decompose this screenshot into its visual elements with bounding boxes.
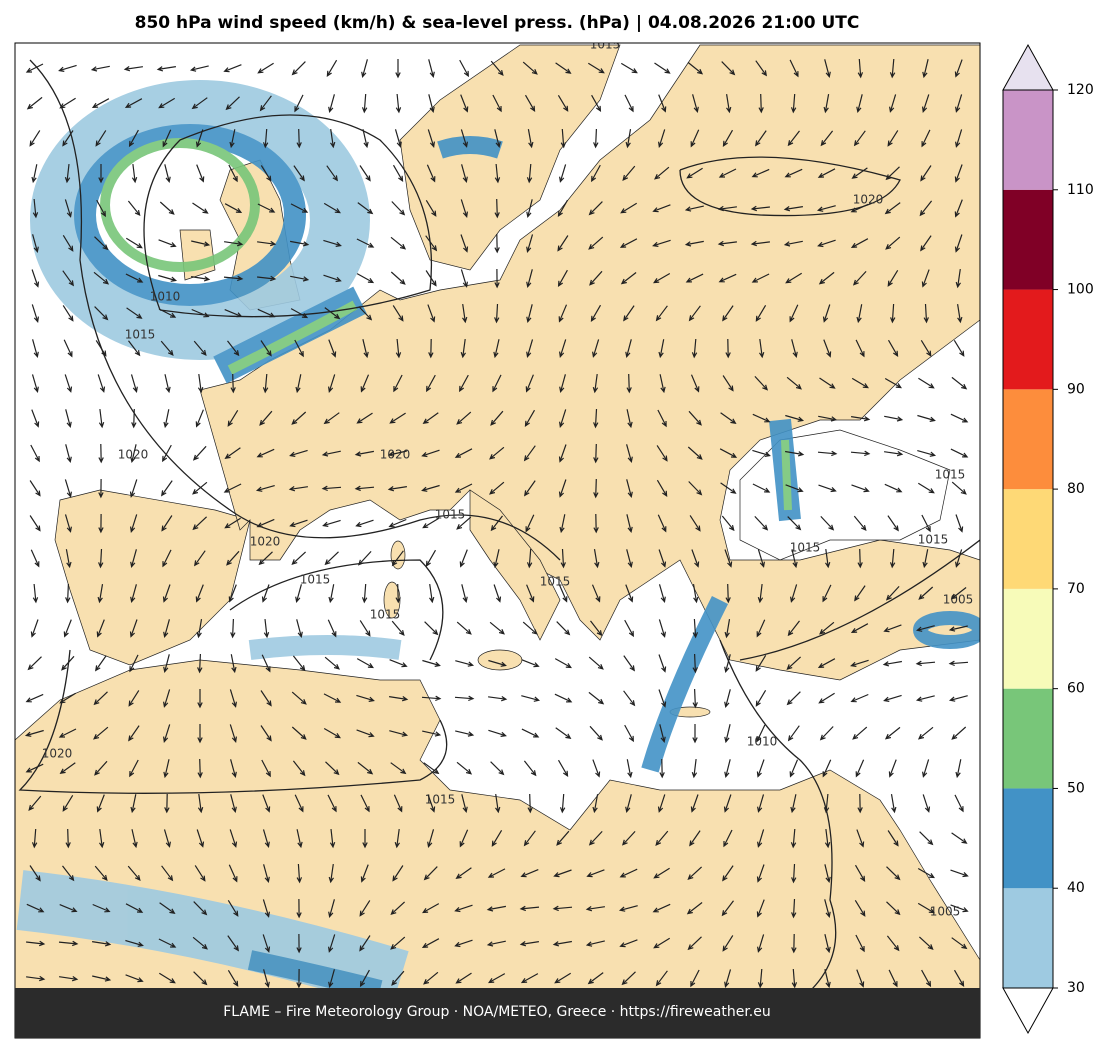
title: 850 hPa wind speed (km/h) & sea-level pr… [135,13,860,33]
isobar-label: 1020 [380,448,411,462]
isobar-label: 1020 [42,747,73,761]
colorbar-tick-label: 40 [1067,880,1085,896]
isobar-label: 1010 [150,290,181,304]
map: 1015 1010 1015 1020 1020 1020 1015 1020 1015 1015… [15,38,980,1038]
isobar-label: 1005 [930,905,961,919]
isobar-label: 1015 [935,468,966,482]
colorbar-frame [1002,89,1054,989]
wind-arrows [24,58,969,989]
colorbar-segment [1003,489,1053,589]
footer-band [15,988,980,1038]
colorbar-tick-label: 30 [1067,980,1085,996]
isobar-label: 1015 [300,573,331,587]
isobar-label: 1015 [125,328,156,342]
isobar-label: 1015 [918,533,949,547]
colorbar-segment [1003,588,1053,689]
colorbar-segment [1003,189,1053,290]
isobar-label: 1015 [790,541,821,555]
isobar-label: 1015 [590,38,621,52]
isobar-label: 1015 [425,793,456,807]
isobar-label: 1005 [943,593,974,607]
colorbar: 30 40 50 60 70 80 90 100 110 120 [1002,43,1094,1035]
colorbar-under [1002,987,1054,1035]
colorbar-segment [1003,289,1053,390]
colorbar-segment [1003,389,1053,490]
colorbar-segment [1003,788,1053,889]
isobar-label: 1010 [747,735,778,749]
colorbar-segment [1003,90,1053,190]
isobar-label: 1020 [250,535,281,549]
colorbar-segment [1003,888,1053,988]
isobar-label: 1015 [435,508,466,522]
colorbar-tick-label: 80 [1067,481,1085,497]
footer: FLAME – Fire Meteorology Group · NOA/MET… [223,1004,771,1020]
colorbar-tick-label: 60 [1067,681,1085,697]
isobar-label: 1015 [370,608,401,622]
colorbar-tick-label: 90 [1067,381,1085,397]
isobar-label: 1020 [118,448,149,462]
isobar-labels: 1015 1010 1015 1020 1020 1020 1015 1020 1015 1015… [42,38,974,919]
colorbar-tick-label: 70 [1067,581,1085,597]
isobars [18,59,980,1001]
colorbar-tick-label: 120 [1067,82,1094,98]
colorbar-tick-label: 100 [1067,282,1094,298]
isobar-label: 1020 [853,193,884,207]
colorbar-tick-label: 110 [1067,182,1094,198]
colorbar-segment [1003,688,1053,789]
colorbar-tick-label: 50 [1067,780,1085,796]
colorbar-over [1002,43,1054,91]
isobar-label: 1015 [540,575,571,589]
